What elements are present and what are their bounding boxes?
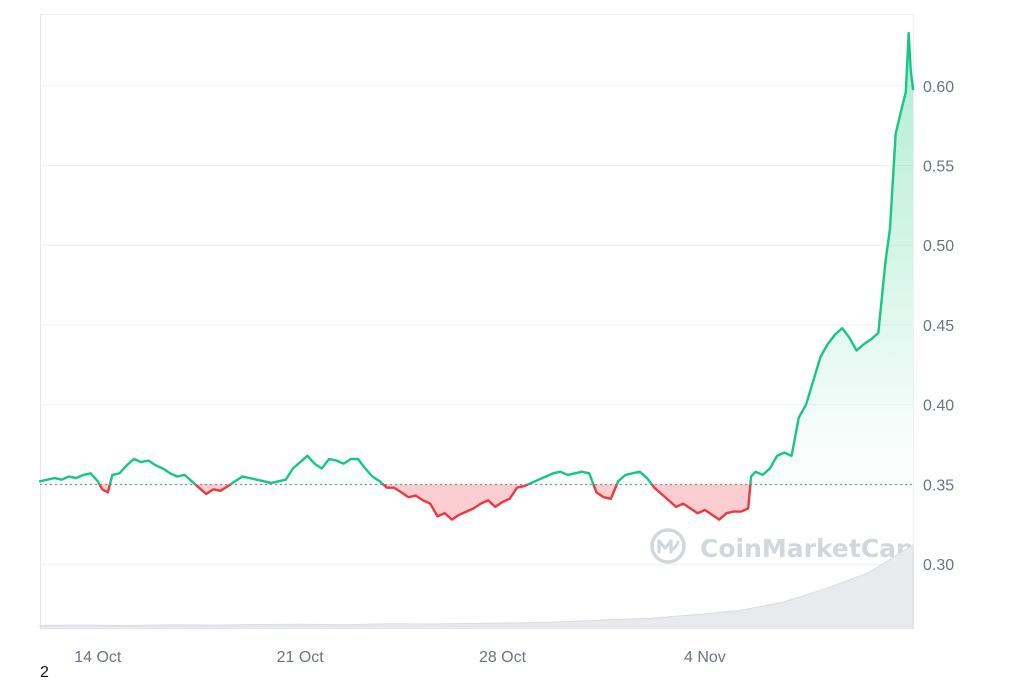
- x-tick-label: 28 Oct: [479, 649, 527, 666]
- footnote-text: 2: [40, 664, 49, 681]
- price-line-above-baseline: [38, 31, 915, 485]
- x-tick-label: 14 Oct: [74, 649, 122, 666]
- coinmarketcap-logo-icon: [650, 528, 686, 564]
- y-tick-label: 0.40: [923, 398, 954, 415]
- y-tick-label: 0.45: [923, 318, 954, 335]
- y-tick-label: 0.30: [923, 557, 954, 574]
- x-axis: 14 Oct 21 Oct 28 Oct 4 Nov: [74, 649, 726, 666]
- volume-area: [39, 544, 914, 628]
- y-tick-label: 0.35: [923, 477, 954, 494]
- area-fill-above-baseline: [40, 33, 913, 485]
- y-tick-label: 0.55: [923, 159, 954, 176]
- area-fill-below-baseline: [40, 484, 913, 520]
- plot-frame: [40, 14, 914, 629]
- y-tick-label: 0.50: [923, 238, 954, 255]
- price-line-below-baseline: [98, 484, 752, 521]
- y-axis: 0.30 0.35 0.40 0.45 0.50 0.55 0.60: [923, 79, 954, 574]
- x-tick-label: 21 Oct: [277, 649, 325, 666]
- watermark-text: CoinMarketCap: [700, 534, 914, 563]
- y-tick-label: 0.60: [923, 79, 954, 96]
- watermark: CoinMarketCap: [650, 528, 914, 564]
- x-tick-label: 4 Nov: [684, 649, 726, 666]
